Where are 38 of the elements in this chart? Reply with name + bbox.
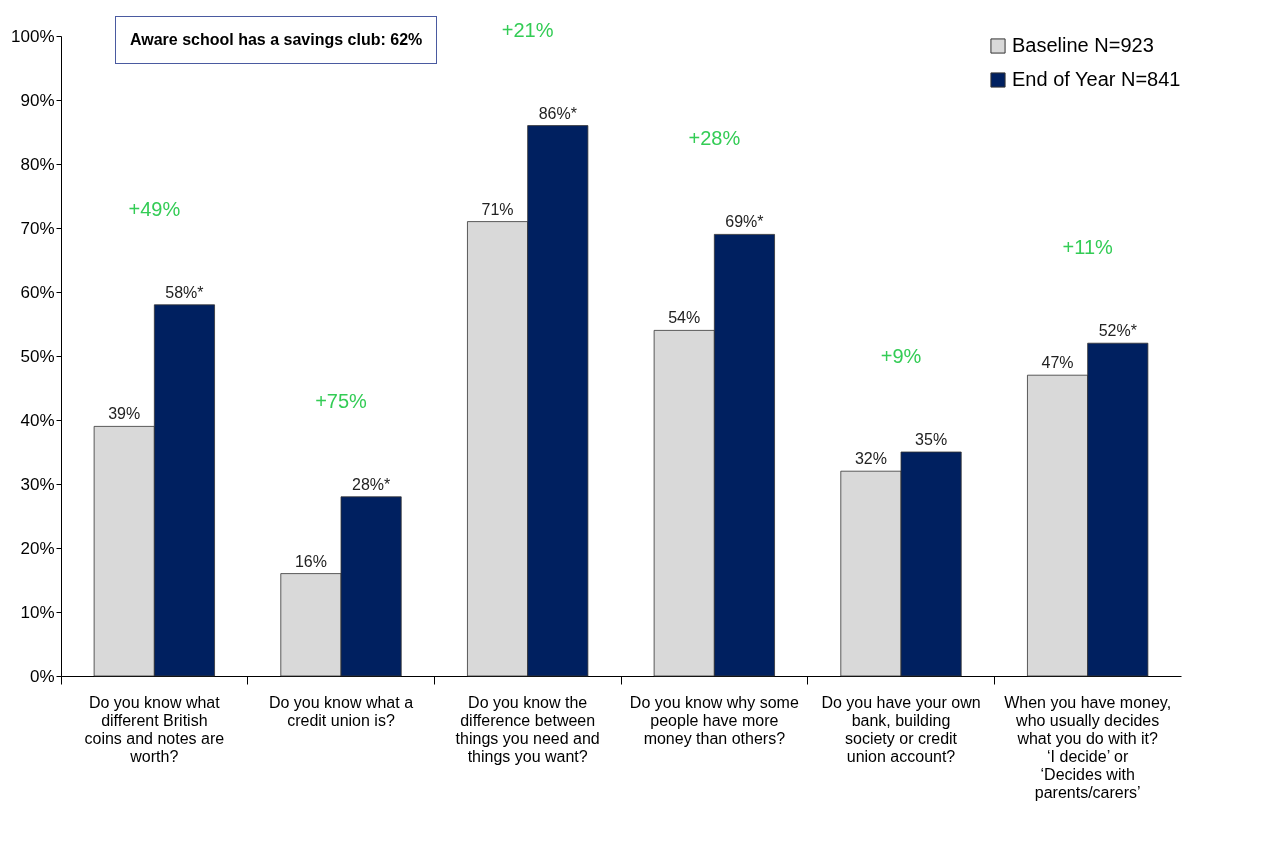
annotation: +49% <box>128 197 181 220</box>
data-label: 39% <box>108 405 141 423</box>
y-tick-label: 20% <box>20 538 55 558</box>
y-tick-label: 80% <box>20 154 55 174</box>
y-tick-label: 30% <box>20 474 55 494</box>
y-tick-label: 100% <box>11 26 55 46</box>
y-tick-label: 60% <box>20 282 55 302</box>
data-label: 47% <box>1041 354 1074 372</box>
y-tick-label: 70% <box>20 218 55 238</box>
data-label: 69%* <box>725 213 764 231</box>
x-tick-label: Do you know what a credit union is? <box>268 693 414 729</box>
data-label: 52%* <box>1098 322 1137 340</box>
x-tick-label: Do you know why some people have more money than others? <box>629 693 799 747</box>
y-tick-label: 50% <box>20 346 55 366</box>
data-label: 35% <box>915 431 948 448</box>
data-label: 71% <box>481 200 514 218</box>
data-label: 54% <box>668 309 701 327</box>
x-tick-label: Do you know what different British coins and notes are worth? <box>84 693 225 765</box>
x-tick-label: Do you know the difference between things you need and things you want? <box>455 693 600 765</box>
data-label: 16% <box>294 552 327 570</box>
legend-label: End of Year N=841 <box>1012 68 1181 90</box>
data-label: 28%* <box>351 475 391 493</box>
data-label: 32% <box>854 450 887 468</box>
annotation: +9% <box>880 345 922 367</box>
y-tick-label: 10% <box>20 602 55 622</box>
annotation: +28% <box>688 127 741 150</box>
annotation: +21% <box>501 18 554 41</box>
y-tick-label: 90% <box>20 90 55 110</box>
x-tick-label: Do you have your own bank, building society or credit union account? <box>821 693 981 765</box>
x-tick-label: When you have money, who usually decides what you do with it? ‘I decide’ or ‘Decides with parents/carers’ <box>1004 693 1172 801</box>
data-label: 86%* <box>538 104 577 122</box>
annotation: +75% <box>315 389 368 412</box>
legend-label: Baseline N=923 <box>1012 34 1154 56</box>
data-label: 58%* <box>165 283 204 301</box>
annotation: +11% <box>1062 236 1113 259</box>
y-tick-label: 40% <box>20 410 55 430</box>
annotation: Aware school has a savings club: 62% <box>130 30 423 50</box>
y-tick-label: 0% <box>29 666 55 686</box>
